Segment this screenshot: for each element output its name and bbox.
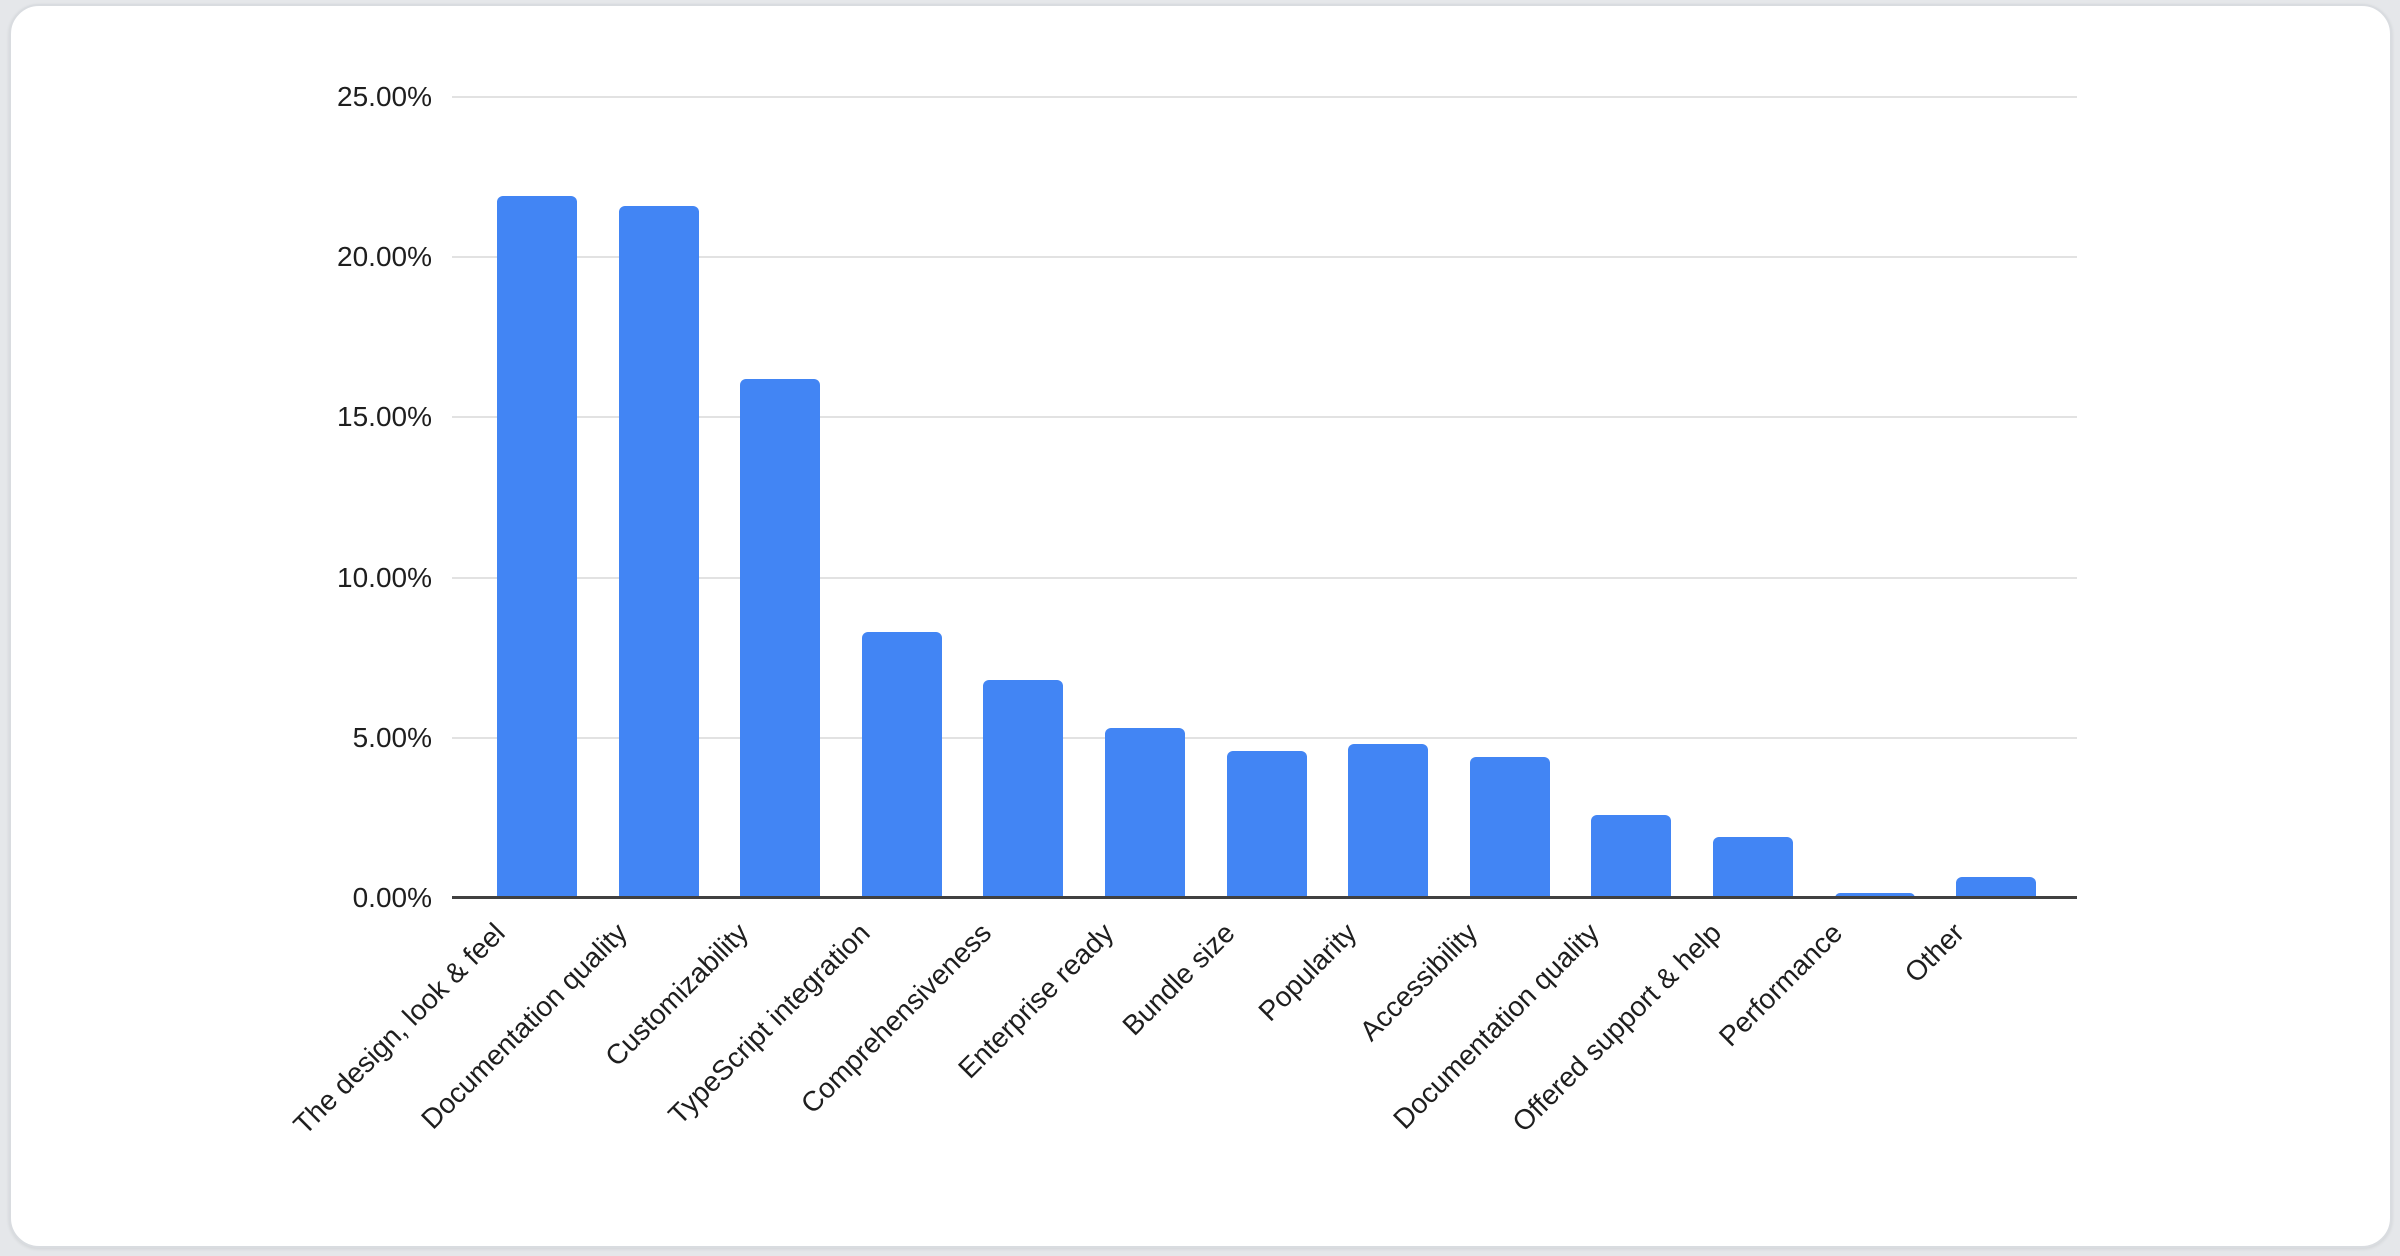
- bar-typescript-integration[interactable]: [861, 632, 942, 898]
- bar-documentation-quality[interactable]: [618, 205, 699, 898]
- y-axis-tick-label: 0.00%: [352, 882, 432, 913]
- bar-the-design-look-feel[interactable]: [497, 196, 577, 898]
- bar-chart-plot-area: 0.00% 5.00% 10.00% 15.00% 20.00% 25.00% The de…: [288, 81, 2077, 1140]
- x-axis-line: [452, 896, 2077, 899]
- bar-other[interactable]: [1956, 877, 2037, 898]
- gridline: [452, 416, 2077, 419]
- gridline: [452, 576, 2077, 579]
- gridline: [452, 256, 2077, 259]
- y-axis-tick-label: 20.00%: [337, 241, 432, 273]
- bar-accessibility[interactable]: [1469, 757, 1550, 898]
- bar-popularity[interactable]: [1348, 744, 1429, 898]
- bar-documentation-quality[interactable]: [1591, 814, 1672, 898]
- bar-customizability[interactable]: [740, 378, 821, 898]
- gridline: [452, 96, 2077, 98]
- y-axis-tick-label: 25.00%: [337, 81, 432, 112]
- y-axis-tick-label: 5.00%: [352, 721, 432, 753]
- bar-comprehensiveness[interactable]: [983, 680, 1064, 898]
- y-axis-tick-label: 15.00%: [337, 401, 432, 433]
- bar-performance[interactable]: [1834, 893, 1915, 898]
- chart-card: [9, 4, 2392, 1248]
- gridline: [452, 736, 2077, 739]
- bar-bundle-size[interactable]: [1226, 750, 1307, 898]
- bar-offered-support-help[interactable]: [1713, 837, 1793, 898]
- bar-enterprise-ready[interactable]: [1105, 728, 1185, 898]
- y-axis-tick-label: 10.00%: [337, 561, 432, 593]
